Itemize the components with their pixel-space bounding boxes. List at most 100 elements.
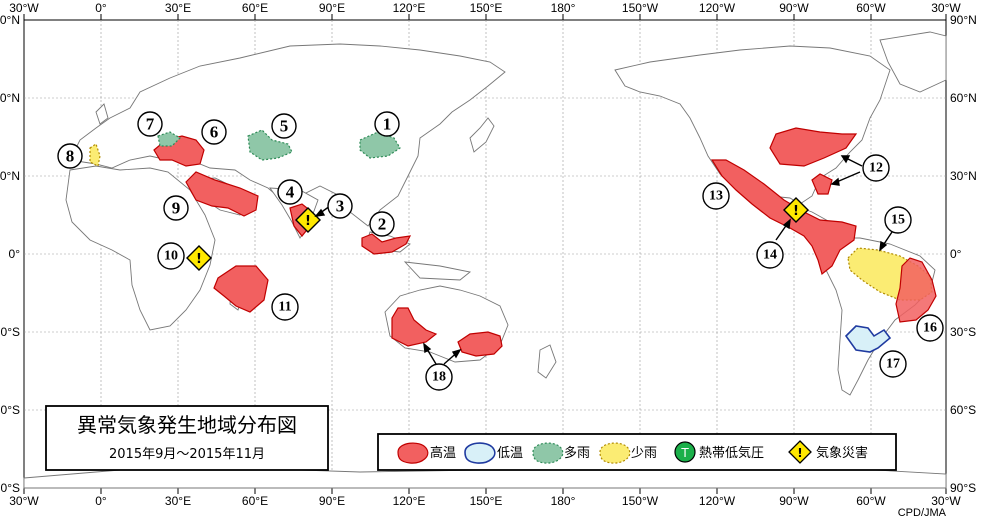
region-18a-high-temp: [391, 307, 438, 347]
region-label-12: 12: [862, 154, 890, 182]
region-label-18: 18: [425, 363, 453, 391]
right-axis-label: 60°S: [950, 403, 976, 417]
svg-text:17: 17: [886, 357, 900, 372]
svg-text:3: 3: [336, 197, 345, 216]
svg-text:16: 16: [923, 321, 937, 336]
svg-text:10: 10: [164, 249, 178, 264]
title-box: 異常気象発生地域分布図 2015年9月～2015年11月: [45, 405, 329, 471]
svg-text:!: !: [797, 446, 802, 460]
top-axis-label: 90°E: [319, 1, 345, 15]
svg-text:!: !: [793, 204, 799, 219]
region-label-11: 11: [271, 293, 299, 321]
map-period: 2015年9月～2015年11月: [109, 447, 265, 462]
left-axis-label: 30°N: [0, 169, 20, 183]
region-5-heavy-rain: [247, 129, 293, 161]
bottom-axis-label: 60°W: [856, 494, 886, 508]
svg-text:18: 18: [432, 370, 446, 385]
svg-text:4: 4: [286, 183, 295, 202]
svg-text:13: 13: [709, 189, 723, 204]
bottom-axis-label: 30°E: [165, 494, 191, 508]
bottom-axis-label: 90°W: [779, 494, 809, 508]
legend-tropical-storm-symbol: T: [680, 446, 689, 460]
region-17-low-temp: [844, 325, 892, 353]
bottom-axis-label: 120°E: [393, 494, 426, 508]
svg-text:12: 12: [869, 161, 883, 176]
region-label-1: 1: [374, 111, 400, 137]
svg-text:!: !: [305, 214, 311, 229]
region-label-6: 6: [201, 119, 227, 145]
bottom-axis-label: 90°E: [319, 494, 345, 508]
svg-text:6: 6: [210, 123, 219, 142]
bottom-axis-label: 120°W: [699, 494, 736, 508]
legend-high-temp-swatch: [397, 442, 429, 464]
region-label-2: 2: [369, 211, 395, 237]
legend: 高温 低温 多雨 少雨 T 熱帯低気圧 ! 気象災害: [377, 433, 897, 471]
svg-text:1: 1: [383, 115, 392, 134]
bottom-axis-label: 150°E: [470, 494, 503, 508]
svg-text:15: 15: [891, 213, 905, 228]
left-axis-label: 90°N: [0, 13, 20, 27]
top-axis-label: 30°W: [9, 1, 39, 15]
legend-high-temp-label: 高温: [430, 445, 456, 461]
bottom-axis-label: 30°W: [9, 494, 39, 508]
right-axis-label: 90°N: [950, 13, 977, 27]
region-label-16: 16: [916, 314, 944, 342]
disaster-markers: ! ! !: [186, 197, 809, 271]
left-axis-label: 0°: [9, 247, 21, 261]
tick-marks: [23, 14, 947, 494]
top-axis-label: 60°W: [856, 1, 886, 15]
region-18b-high-temp: [457, 331, 503, 357]
region-16-high-temp: [895, 257, 937, 323]
bottom-axis-labels: 30°W 0° 30°E 60°E 90°E 120°E 150°E 180° …: [9, 494, 961, 508]
map-title: 異常気象発生地域分布図: [77, 413, 297, 437]
top-axis-label: 90°W: [779, 1, 809, 15]
region-8-light-rain: [89, 143, 101, 167]
legend-light-rain-label: 少雨: [631, 446, 657, 461]
legend-disaster-label: 気象災害: [816, 445, 868, 461]
region-label-4: 4: [277, 179, 303, 205]
region-label-14: 14: [756, 241, 784, 269]
region-label-9: 9: [163, 195, 189, 221]
bottom-axis-label: 60°E: [242, 494, 268, 508]
top-axis-labels: 30°W 0° 30°E 60°E 90°E 120°E 150°E 180° …: [9, 1, 961, 15]
top-axis-label: 150°W: [622, 1, 659, 15]
top-axis-label: 180°: [551, 1, 576, 15]
legend-heavy-rain-label: 多雨: [564, 445, 590, 461]
left-axis-label: 60°N: [0, 91, 20, 105]
top-axis-label: 120°W: [699, 1, 736, 15]
bottom-axis-label: 180°: [551, 494, 576, 508]
region-7-heavy-rain: [157, 131, 181, 147]
right-axis-label: 30°S: [950, 325, 976, 339]
right-axis-label: 60°N: [950, 91, 977, 105]
anomaly-regions: [89, 127, 937, 357]
region-label-15: 15: [884, 206, 912, 234]
right-axis-label: 0°: [950, 247, 962, 261]
leader-arrows: [314, 155, 893, 365]
region-labels: 1 2 3 4 5 6 7 8 9 10 11 12 13 14 15 16 1…: [57, 111, 944, 391]
top-axis-label: 150°E: [470, 1, 503, 15]
right-axis-label: 90°S: [950, 481, 976, 495]
svg-text:14: 14: [763, 248, 777, 263]
region-label-13: 13: [702, 182, 730, 210]
region-11-high-temp: [213, 265, 269, 313]
region-9-high-temp: [185, 171, 259, 217]
right-axis-label: 30°N: [950, 169, 977, 183]
region-label-10: 10: [157, 242, 185, 270]
svg-text:!: !: [196, 252, 202, 267]
top-axis-label: 60°E: [242, 1, 268, 15]
disaster-marker-14: !: [783, 197, 809, 223]
top-axis-label: 30°W: [931, 1, 961, 15]
region-label-3: 3: [327, 193, 353, 219]
legend-heavy-rain-swatch: [532, 442, 564, 464]
bottom-axis-label: 30°W: [931, 494, 961, 508]
legend-tropical-storm-label: 熱帯低気圧: [699, 445, 764, 461]
bottom-axis-label: 0°: [95, 494, 107, 508]
left-axis-label: 30°S: [0, 325, 20, 339]
credit-label: CPD/JMA: [898, 507, 947, 519]
legend-disaster-icon: !: [788, 440, 812, 464]
region-12-high-temp: [769, 127, 858, 167]
legend-light-rain-swatch: [599, 442, 631, 464]
region-1-heavy-rain: [359, 131, 401, 159]
left-axis-label: 60°S: [0, 403, 20, 417]
svg-text:8: 8: [66, 147, 75, 166]
